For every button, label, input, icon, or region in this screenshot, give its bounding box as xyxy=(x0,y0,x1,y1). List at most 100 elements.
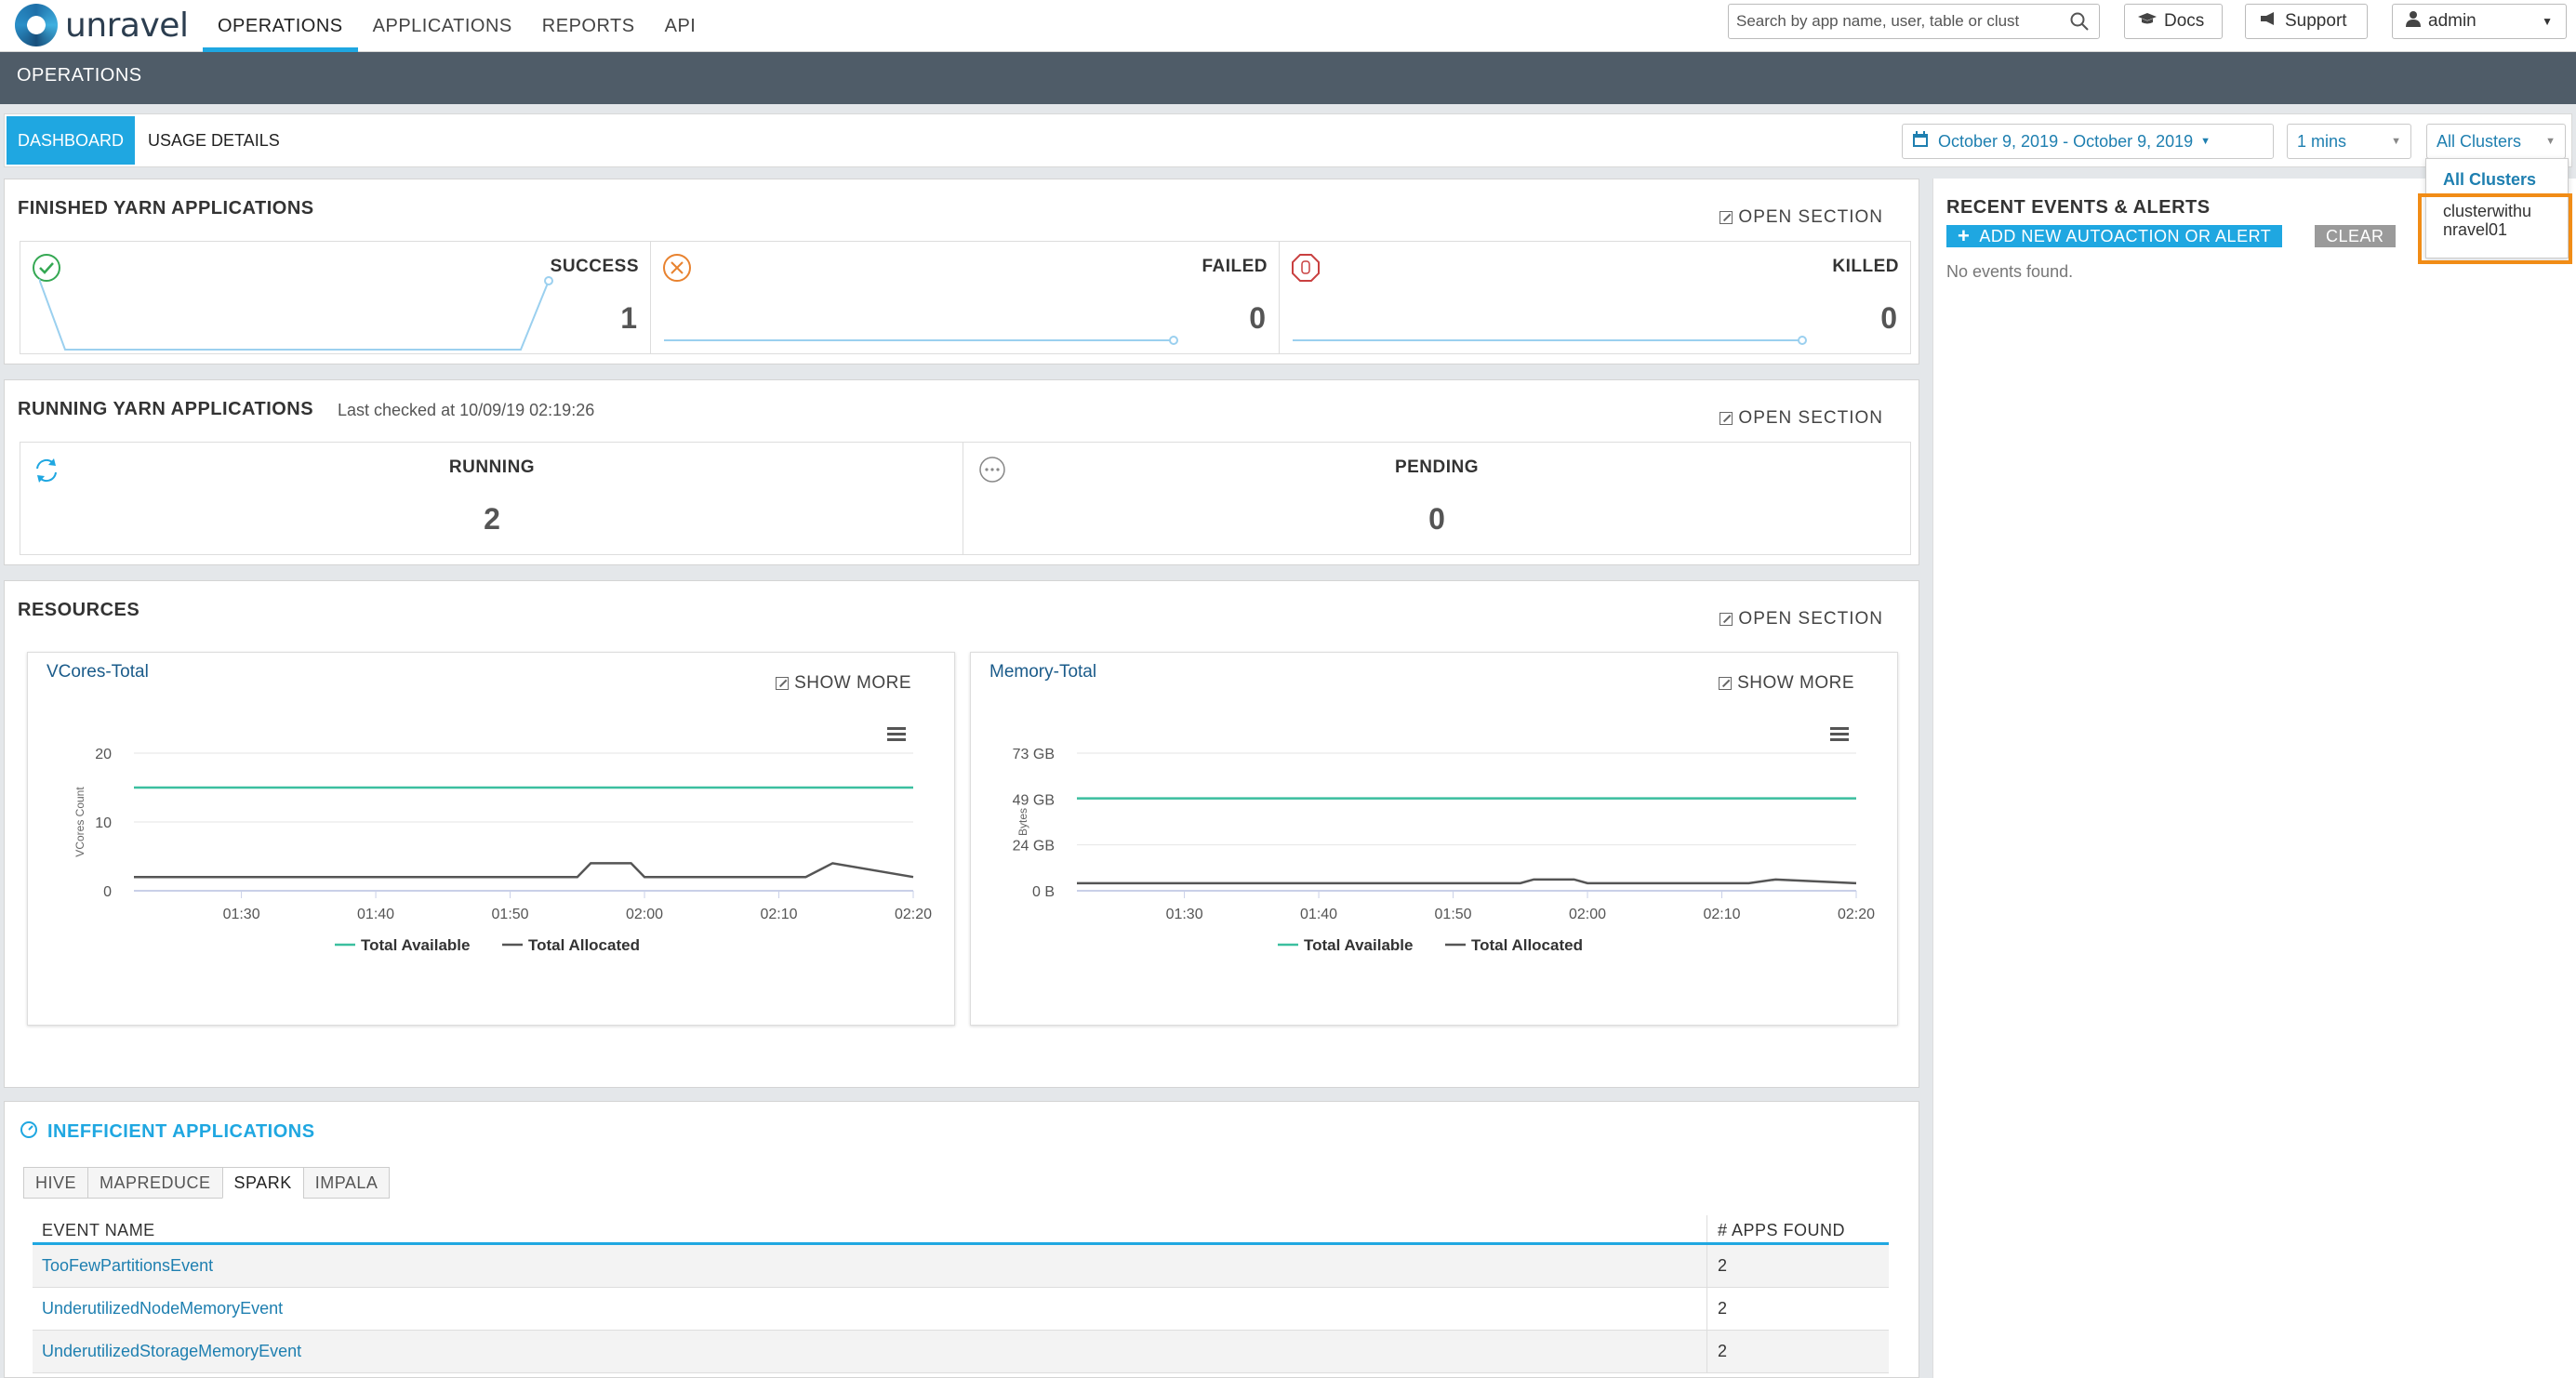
apps-count: 2 xyxy=(1718,1299,1728,1318)
y-tick-label: 10 xyxy=(95,815,112,831)
caret-down-icon: ▼ xyxy=(2542,15,2553,28)
brand-name: unravel xyxy=(65,6,189,45)
inefficient-apps-card: INEFFICIENT APPLICATIONS HIVE MAPREDUCE … xyxy=(4,1101,1919,1378)
nav-operations[interactable]: OPERATIONS xyxy=(203,0,358,52)
resources-title: RESOURCES xyxy=(18,600,140,620)
tab-usage-details[interactable]: USAGE DETAILS xyxy=(148,130,280,150)
no-events-text: No events found. xyxy=(1946,262,2074,281)
search-input[interactable] xyxy=(1729,5,2054,38)
open-section-link[interactable]: OPEN SECTION xyxy=(1720,609,1883,629)
tab-dashboard[interactable]: DASHBOARD xyxy=(7,116,136,165)
check-circle-icon xyxy=(32,253,61,287)
event-link[interactable]: UnderutilizedStorageMemoryEvent xyxy=(42,1342,302,1360)
killed-value: 0 xyxy=(1880,301,1897,335)
column-divider xyxy=(1706,1245,1707,1287)
open-section-label: OPEN SECTION xyxy=(1738,408,1883,428)
cluster-select[interactable]: All Clusters ▼ xyxy=(2426,124,2566,159)
killed-stat[interactable]: KILLED 0 xyxy=(1280,242,1910,353)
open-section-link[interactable]: OPEN SECTION xyxy=(1720,408,1883,429)
apps-count: 2 xyxy=(1718,1342,1728,1360)
success-sparkline xyxy=(39,276,553,351)
legend-label: Total Allocated xyxy=(528,936,640,954)
caret-down-icon: ▼ xyxy=(2200,136,2211,147)
event-link[interactable]: TooFewPartitionsEvent xyxy=(42,1256,214,1275)
interval-select[interactable]: 1 mins ▼ xyxy=(2287,124,2411,159)
dropdown-item-all-clusters[interactable]: All Clusters xyxy=(2443,170,2537,189)
show-more-link[interactable]: SHOW MORE xyxy=(1719,673,1854,694)
killed-sparkline xyxy=(1293,336,1807,345)
add-autoaction-button[interactable]: + ADD NEW AUTOACTION OR ALERT xyxy=(1946,225,2283,247)
legend-label: Total Available xyxy=(1304,936,1413,954)
x-tick-label: 02:10 xyxy=(1703,907,1740,922)
user-name: admin xyxy=(2428,11,2476,31)
x-tick-label: 01:40 xyxy=(1300,907,1337,922)
external-link-icon xyxy=(1720,412,1733,425)
inefficient-table: EVENT NAME # APPS FOUND TooFewPartitions… xyxy=(33,1215,1889,1373)
date-range-label: October 9, 2019 - October 9, 2019 xyxy=(1938,131,2194,151)
external-link-icon xyxy=(776,677,790,690)
y-tick-label: 73 GB xyxy=(1013,747,1055,762)
interval-label: 1 mins xyxy=(2297,131,2347,151)
pending-stat[interactable]: PENDING 0 xyxy=(963,443,1910,554)
x-tick-label: 01:30 xyxy=(223,907,260,922)
user-icon xyxy=(2406,10,2421,33)
running-stat[interactable]: RUNNING 2 xyxy=(20,443,963,554)
support-button[interactable]: Support xyxy=(2245,4,2368,39)
col-event-name[interactable]: EVENT NAME xyxy=(42,1221,155,1239)
failed-stat[interactable]: FAILED 0 xyxy=(651,242,1280,353)
main-nav: OPERATIONS APPLICATIONS REPORTS API xyxy=(203,0,710,52)
finished-stats: SUCCESS 1 FAILED 0 KILLED 0 xyxy=(20,241,1911,354)
dropdown-item-cluster[interactable]: clusterwithu nravel01 xyxy=(2443,202,2531,239)
docs-label: Docs xyxy=(2164,11,2205,31)
search-icon[interactable] xyxy=(2069,11,2090,36)
x-tick-label: 01:40 xyxy=(357,907,394,922)
chart-menu-icon[interactable] xyxy=(887,727,906,741)
calendar-icon xyxy=(1912,130,1929,152)
tab-mapreduce[interactable]: MAPREDUCE xyxy=(87,1167,222,1199)
open-section-link[interactable]: OPEN SECTION xyxy=(1720,207,1883,228)
event-link[interactable]: UnderutilizedNodeMemoryEvent xyxy=(42,1299,284,1318)
success-stat[interactable]: SUCCESS 1 xyxy=(20,242,651,353)
x-tick-label: 02:00 xyxy=(626,907,663,922)
clear-button[interactable]: CLEAR xyxy=(2315,225,2396,247)
events-panel: RECENT EVENTS & ALERTS + ADD NEW AUTOACT… xyxy=(1932,179,2576,1378)
user-menu[interactable]: admin ▼ xyxy=(2392,4,2567,39)
x-circle-icon xyxy=(662,253,692,287)
running-stats: RUNNING 2 PENDING 0 xyxy=(20,442,1911,555)
highlight-box xyxy=(2418,193,2572,264)
finished-yarn-card: FINISHED YARN APPLICATIONS OPEN SECTION … xyxy=(4,179,1919,364)
table-row: TooFewPartitionsEvent 2 xyxy=(33,1245,1889,1288)
show-more-link[interactable]: SHOW MORE xyxy=(776,673,911,694)
gauge-icon xyxy=(20,1120,38,1144)
y-tick-label: 24 GB xyxy=(1013,839,1055,855)
nav-api[interactable]: API xyxy=(664,15,697,36)
tab-hive[interactable]: HIVE xyxy=(23,1167,88,1199)
nav-applications[interactable]: APPLICATIONS xyxy=(372,15,512,36)
success-label: SUCCESS xyxy=(550,257,639,276)
logo[interactable]: unravel xyxy=(15,4,189,46)
vcores-chart-title: VCores-Total xyxy=(46,662,149,682)
apps-count: 2 xyxy=(1718,1256,1728,1275)
x-tick-label: 02:20 xyxy=(1838,907,1875,922)
cluster-name-line-1: clusterwithu xyxy=(2443,202,2532,220)
date-range-picker[interactable]: October 9, 2019 - October 9, 2019 ▼ xyxy=(1902,124,2274,159)
y-tick-label: 49 GB xyxy=(1013,792,1055,808)
show-more-label: SHOW MORE xyxy=(1737,673,1854,693)
ellipsis-circle-icon xyxy=(978,456,1006,488)
vcores-chart: 0 10 20 01:30 01:40 01:50 02:00 02:10 02:20 VCore… xyxy=(73,747,932,954)
docs-button[interactable]: Docs xyxy=(2124,4,2223,39)
tab-impala[interactable]: IMPALA xyxy=(302,1167,391,1199)
tab-spark[interactable]: SPARK xyxy=(221,1167,303,1199)
success-value: 1 xyxy=(620,301,637,335)
nav-reports[interactable]: REPORTS xyxy=(541,15,635,36)
column-divider xyxy=(1706,1331,1707,1372)
sub-toolbar: DASHBOARD USAGE DETAILS October 9, 2019 … xyxy=(4,113,2572,167)
support-label: Support xyxy=(2285,11,2347,31)
failed-sparkline xyxy=(664,336,1178,345)
col-apps-found[interactable]: # APPS FOUND xyxy=(1718,1221,1846,1239)
top-navbar: unravel OPERATIONS APPLICATIONS REPORTS … xyxy=(0,0,2576,52)
open-section-label: OPEN SECTION xyxy=(1738,207,1883,227)
chart-menu-icon[interactable] xyxy=(1830,727,1849,741)
last-checked: Last checked at 10/09/19 02:19:26 xyxy=(338,401,595,419)
failed-label: FAILED xyxy=(1202,257,1268,276)
